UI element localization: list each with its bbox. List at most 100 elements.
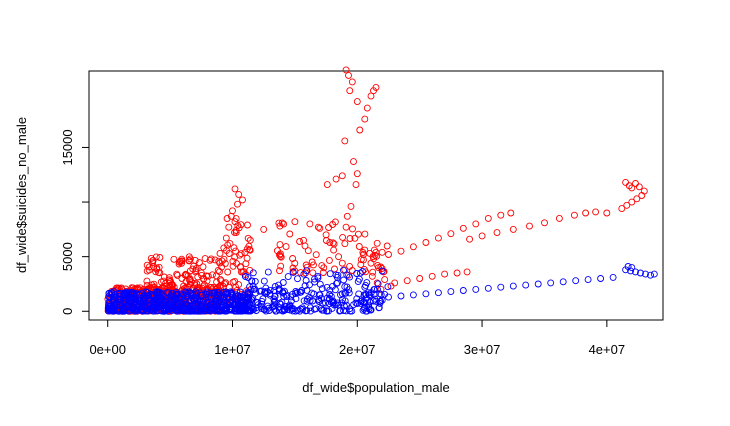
data-point (315, 298, 323, 305)
data-point (229, 278, 237, 286)
x-tick-label: 0e+00 (89, 342, 126, 357)
data-point (416, 275, 424, 282)
data-point (304, 247, 312, 255)
data-point (232, 229, 240, 237)
data-point (497, 283, 505, 291)
data-point (343, 212, 351, 220)
data-point (343, 271, 351, 279)
data-point (647, 271, 654, 279)
data-point (352, 181, 360, 189)
data-point (318, 285, 326, 293)
data-point (374, 280, 382, 288)
data-point (378, 267, 386, 275)
data-point (378, 296, 386, 304)
data-point (127, 290, 135, 298)
data-point (301, 282, 309, 290)
data-point (108, 289, 116, 297)
data-point (582, 209, 590, 217)
data-point (338, 259, 346, 267)
data-point (260, 225, 268, 233)
data-point (145, 263, 153, 271)
data-point (240, 268, 248, 276)
data-point (200, 275, 207, 283)
data-point (212, 272, 220, 280)
data-point (633, 195, 641, 203)
data-point (391, 279, 399, 287)
data-point (618, 205, 626, 213)
data-point (230, 244, 238, 252)
data-point (623, 201, 631, 209)
data-point (222, 307, 230, 315)
data-point (373, 285, 381, 293)
data-point (243, 254, 251, 262)
data-point (229, 257, 237, 265)
data-point (185, 257, 193, 265)
data-point (272, 307, 280, 315)
data-point (195, 259, 203, 267)
data-point (235, 281, 243, 289)
data-point (202, 304, 210, 312)
data-point (150, 280, 158, 288)
data-point (237, 263, 244, 271)
data-point (310, 290, 318, 298)
data-point (147, 254, 155, 262)
data-point (128, 289, 135, 297)
data-point (635, 183, 643, 191)
data-point (277, 262, 285, 270)
data-point (240, 304, 248, 312)
data-point (275, 219, 283, 227)
data-point (572, 277, 580, 285)
data-point (447, 230, 455, 238)
data-point (150, 263, 158, 271)
data-point (360, 251, 367, 258)
data-point (186, 255, 194, 263)
data-point (373, 239, 381, 247)
data-point (282, 302, 290, 310)
data-point (397, 247, 405, 255)
data-point (106, 304, 114, 312)
data-point (397, 292, 405, 300)
data-point (227, 288, 235, 296)
data-point (338, 172, 346, 180)
data-point (338, 299, 346, 307)
data-point (369, 268, 377, 276)
data-point (237, 250, 245, 258)
data-point (208, 271, 216, 279)
data-point (484, 214, 492, 222)
data-point (115, 296, 123, 304)
data-point (220, 293, 228, 300)
data-point (279, 279, 287, 286)
data-point (378, 248, 386, 256)
data-point (276, 252, 284, 260)
data-point (597, 275, 605, 282)
data-point (280, 220, 288, 228)
data-point (246, 236, 254, 244)
data-point (276, 222, 284, 230)
data-point (244, 289, 252, 297)
data-point (123, 302, 131, 310)
data-point (154, 298, 162, 305)
data-point (367, 259, 375, 267)
data-point (348, 78, 356, 86)
data-point (434, 289, 442, 297)
data-point (311, 278, 319, 286)
data-point (275, 306, 283, 314)
data-point (211, 256, 219, 264)
data-point (222, 234, 230, 242)
data-point (325, 256, 333, 264)
y-tick-label: 5000 (60, 242, 75, 271)
data-point (340, 266, 347, 274)
x-axis: 0e+00 1e+07 2e+07 3e+07 4e+07 (89, 319, 625, 357)
data-point (289, 307, 297, 315)
data-point (160, 273, 168, 281)
x-tick-label: 3e+07 (464, 342, 501, 357)
data-point (341, 137, 349, 145)
data-point (459, 287, 467, 294)
data-point (453, 269, 461, 277)
data-point (624, 263, 632, 270)
data-point (472, 285, 480, 293)
data-point (293, 289, 301, 297)
data-point (249, 269, 257, 277)
data-point (156, 293, 164, 301)
data-point (220, 244, 228, 252)
